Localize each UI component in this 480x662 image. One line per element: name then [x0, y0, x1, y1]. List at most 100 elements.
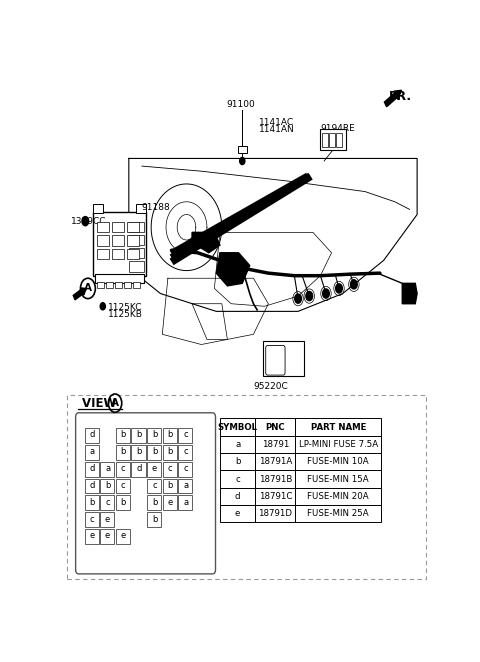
Text: c: c — [183, 448, 188, 456]
FancyBboxPatch shape — [296, 436, 381, 453]
Text: b: b — [136, 448, 142, 456]
FancyBboxPatch shape — [296, 471, 381, 488]
FancyBboxPatch shape — [129, 222, 144, 232]
Text: e: e — [235, 509, 240, 518]
FancyBboxPatch shape — [336, 133, 342, 147]
Text: 1339CC: 1339CC — [71, 216, 107, 226]
Text: FUSE-MIN 10A: FUSE-MIN 10A — [308, 457, 369, 466]
Text: d: d — [89, 464, 95, 473]
Text: b: b — [152, 430, 157, 440]
FancyBboxPatch shape — [84, 462, 99, 477]
Text: e: e — [168, 498, 173, 507]
Text: SYMBOL: SYMBOL — [217, 422, 258, 432]
Text: b: b — [235, 457, 240, 466]
FancyBboxPatch shape — [263, 342, 304, 376]
FancyBboxPatch shape — [147, 512, 161, 527]
FancyBboxPatch shape — [84, 445, 99, 459]
FancyBboxPatch shape — [329, 133, 335, 147]
FancyBboxPatch shape — [100, 479, 114, 493]
FancyBboxPatch shape — [84, 495, 99, 510]
FancyBboxPatch shape — [178, 428, 192, 443]
FancyBboxPatch shape — [163, 462, 177, 477]
FancyBboxPatch shape — [84, 529, 99, 544]
Text: FR.: FR. — [388, 90, 411, 103]
FancyBboxPatch shape — [100, 512, 114, 527]
FancyBboxPatch shape — [133, 282, 140, 289]
FancyBboxPatch shape — [136, 204, 145, 213]
Circle shape — [295, 294, 301, 303]
FancyBboxPatch shape — [163, 495, 177, 510]
Text: c: c — [121, 481, 126, 490]
FancyBboxPatch shape — [97, 282, 104, 289]
FancyBboxPatch shape — [116, 479, 130, 493]
FancyBboxPatch shape — [220, 471, 255, 488]
Text: 18791A: 18791A — [259, 457, 292, 466]
FancyBboxPatch shape — [163, 428, 177, 443]
FancyBboxPatch shape — [163, 445, 177, 459]
FancyBboxPatch shape — [321, 129, 346, 150]
FancyBboxPatch shape — [178, 495, 192, 510]
FancyBboxPatch shape — [94, 204, 103, 213]
Text: 9194RE: 9194RE — [321, 124, 355, 133]
Text: 18791: 18791 — [262, 440, 289, 449]
Text: d: d — [235, 492, 240, 501]
FancyBboxPatch shape — [112, 222, 124, 232]
FancyBboxPatch shape — [255, 471, 296, 488]
FancyBboxPatch shape — [129, 248, 144, 258]
FancyBboxPatch shape — [97, 249, 109, 259]
FancyBboxPatch shape — [296, 453, 381, 471]
FancyBboxPatch shape — [220, 488, 255, 505]
Polygon shape — [402, 283, 417, 304]
FancyBboxPatch shape — [127, 249, 139, 259]
FancyBboxPatch shape — [132, 462, 145, 477]
Text: c: c — [183, 430, 188, 440]
Text: e: e — [89, 532, 95, 540]
Text: VIEW: VIEW — [82, 397, 120, 410]
Circle shape — [82, 216, 89, 226]
Text: a: a — [89, 448, 95, 456]
FancyBboxPatch shape — [106, 282, 113, 289]
FancyBboxPatch shape — [296, 505, 381, 522]
Text: c: c — [121, 464, 126, 473]
Circle shape — [306, 291, 312, 301]
FancyBboxPatch shape — [220, 436, 255, 453]
Text: b: b — [168, 448, 173, 456]
Text: 18791B: 18791B — [259, 475, 292, 483]
FancyBboxPatch shape — [296, 418, 381, 436]
FancyBboxPatch shape — [147, 462, 161, 477]
Circle shape — [100, 303, 106, 310]
FancyArrow shape — [384, 90, 402, 107]
FancyBboxPatch shape — [112, 236, 124, 246]
FancyBboxPatch shape — [178, 462, 192, 477]
Polygon shape — [192, 232, 220, 253]
FancyBboxPatch shape — [296, 488, 381, 505]
FancyBboxPatch shape — [67, 395, 426, 579]
Text: b: b — [89, 498, 95, 507]
FancyBboxPatch shape — [238, 146, 247, 154]
FancyBboxPatch shape — [84, 428, 99, 443]
FancyBboxPatch shape — [116, 428, 130, 443]
Text: a: a — [235, 440, 240, 449]
FancyBboxPatch shape — [255, 488, 296, 505]
FancyBboxPatch shape — [100, 495, 114, 510]
FancyBboxPatch shape — [96, 274, 144, 283]
FancyBboxPatch shape — [112, 249, 124, 259]
Text: c: c — [90, 514, 94, 524]
Text: b: b — [152, 448, 157, 456]
FancyBboxPatch shape — [116, 529, 130, 544]
FancyBboxPatch shape — [163, 479, 177, 493]
FancyBboxPatch shape — [147, 495, 161, 510]
Text: PNC: PNC — [265, 422, 285, 432]
FancyBboxPatch shape — [255, 453, 296, 471]
FancyBboxPatch shape — [255, 436, 296, 453]
Text: 91100: 91100 — [226, 100, 255, 109]
Text: e: e — [105, 532, 110, 540]
FancyBboxPatch shape — [115, 282, 122, 289]
FancyBboxPatch shape — [322, 133, 328, 147]
FancyBboxPatch shape — [255, 505, 296, 522]
FancyBboxPatch shape — [97, 236, 109, 246]
Text: c: c — [152, 481, 157, 490]
FancyBboxPatch shape — [178, 479, 192, 493]
Text: e: e — [152, 464, 157, 473]
FancyBboxPatch shape — [116, 445, 130, 459]
